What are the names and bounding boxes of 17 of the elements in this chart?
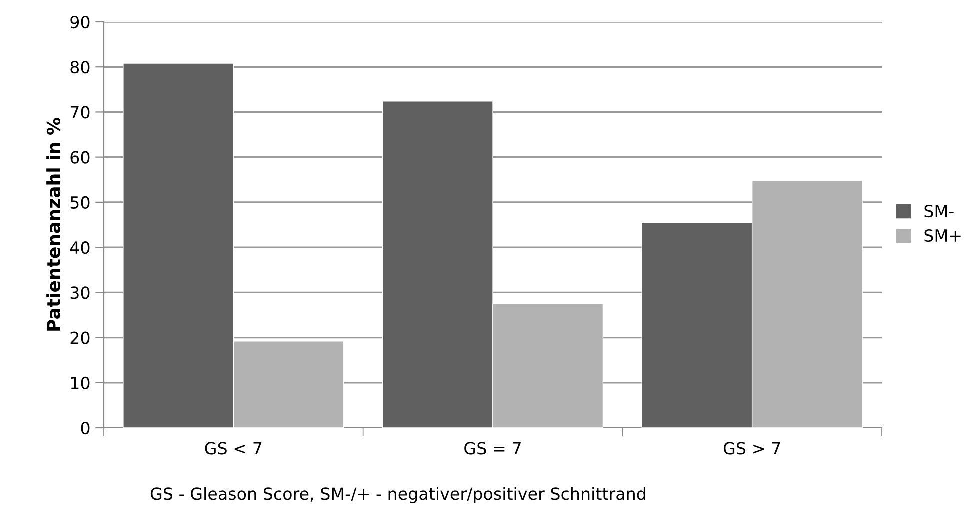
y-tick-label: 0 <box>81 422 90 435</box>
y-tick-label: 20 <box>70 332 90 344</box>
y-tick-label: 40 <box>70 242 90 254</box>
y-tick-label: 70 <box>70 106 90 119</box>
y-tick-label: 60 <box>70 151 90 164</box>
x-tick-label: GS = 7 <box>464 442 521 455</box>
y-tick-label: 90 <box>70 16 90 29</box>
x-tick-label: GS < 7 <box>205 442 262 455</box>
text: GS - Gleason Score, SM-/+ - negativer/positiver Schnittrand <box>150 487 646 504</box>
x-tick-label: GS > 7 <box>724 442 780 455</box>
y-axis-title: Patientenanzahl in % <box>46 118 61 331</box>
y-tick-label: 30 <box>70 286 90 300</box>
y-tick-label: 80 <box>70 61 90 74</box>
legend-label: SM- <box>924 204 954 218</box>
y-tick-label: 10 <box>71 376 90 390</box>
legend-label: SM+ <box>924 229 961 242</box>
y-tick-label: 50 <box>70 196 90 210</box>
